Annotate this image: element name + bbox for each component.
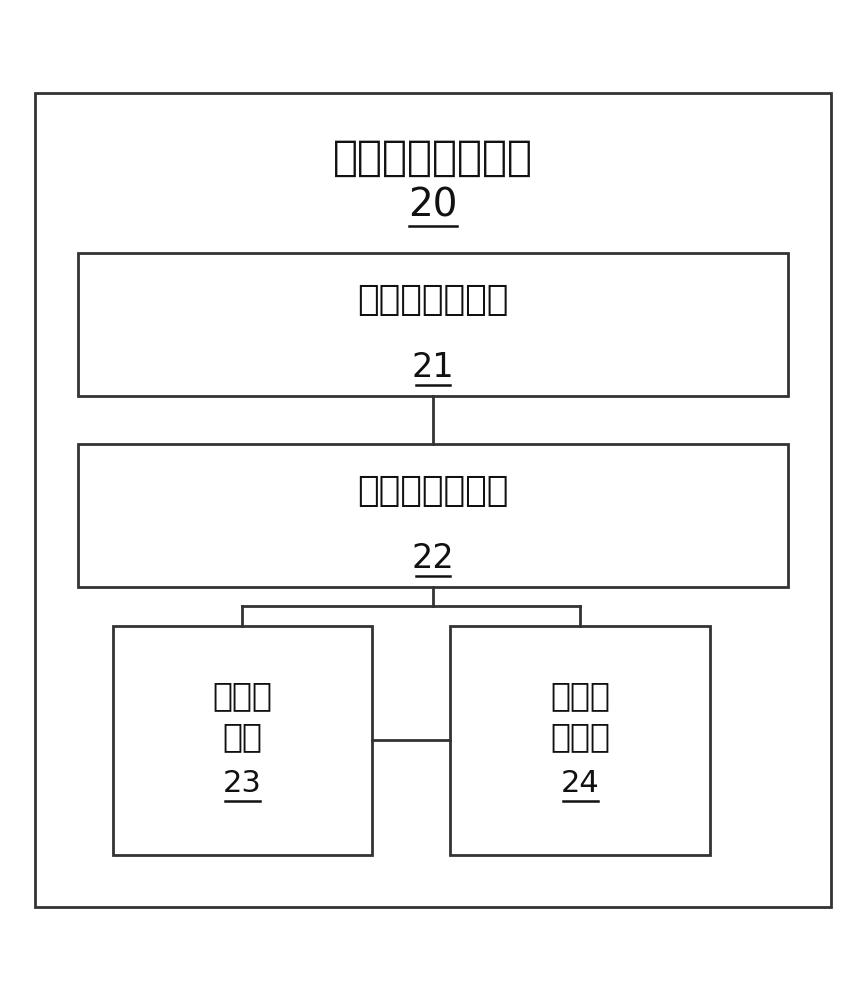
FancyBboxPatch shape	[78, 253, 788, 396]
Text: 23: 23	[223, 769, 262, 798]
Text: 储能变
流器: 储能变 流器	[212, 679, 273, 753]
Text: 20: 20	[408, 187, 458, 225]
Text: 电池管
理系统: 电池管 理系统	[550, 679, 611, 753]
Text: 21: 21	[411, 351, 455, 384]
FancyBboxPatch shape	[35, 93, 831, 907]
FancyBboxPatch shape	[78, 444, 788, 587]
Text: 储能集群控制器: 储能集群控制器	[358, 283, 508, 317]
FancyBboxPatch shape	[113, 626, 372, 855]
FancyBboxPatch shape	[450, 626, 710, 855]
Text: 22: 22	[411, 542, 455, 575]
Text: 储能单元控制器: 储能单元控制器	[358, 474, 508, 508]
Text: 储能集群控制系统: 储能集群控制系统	[333, 137, 533, 179]
Text: 24: 24	[561, 769, 599, 798]
